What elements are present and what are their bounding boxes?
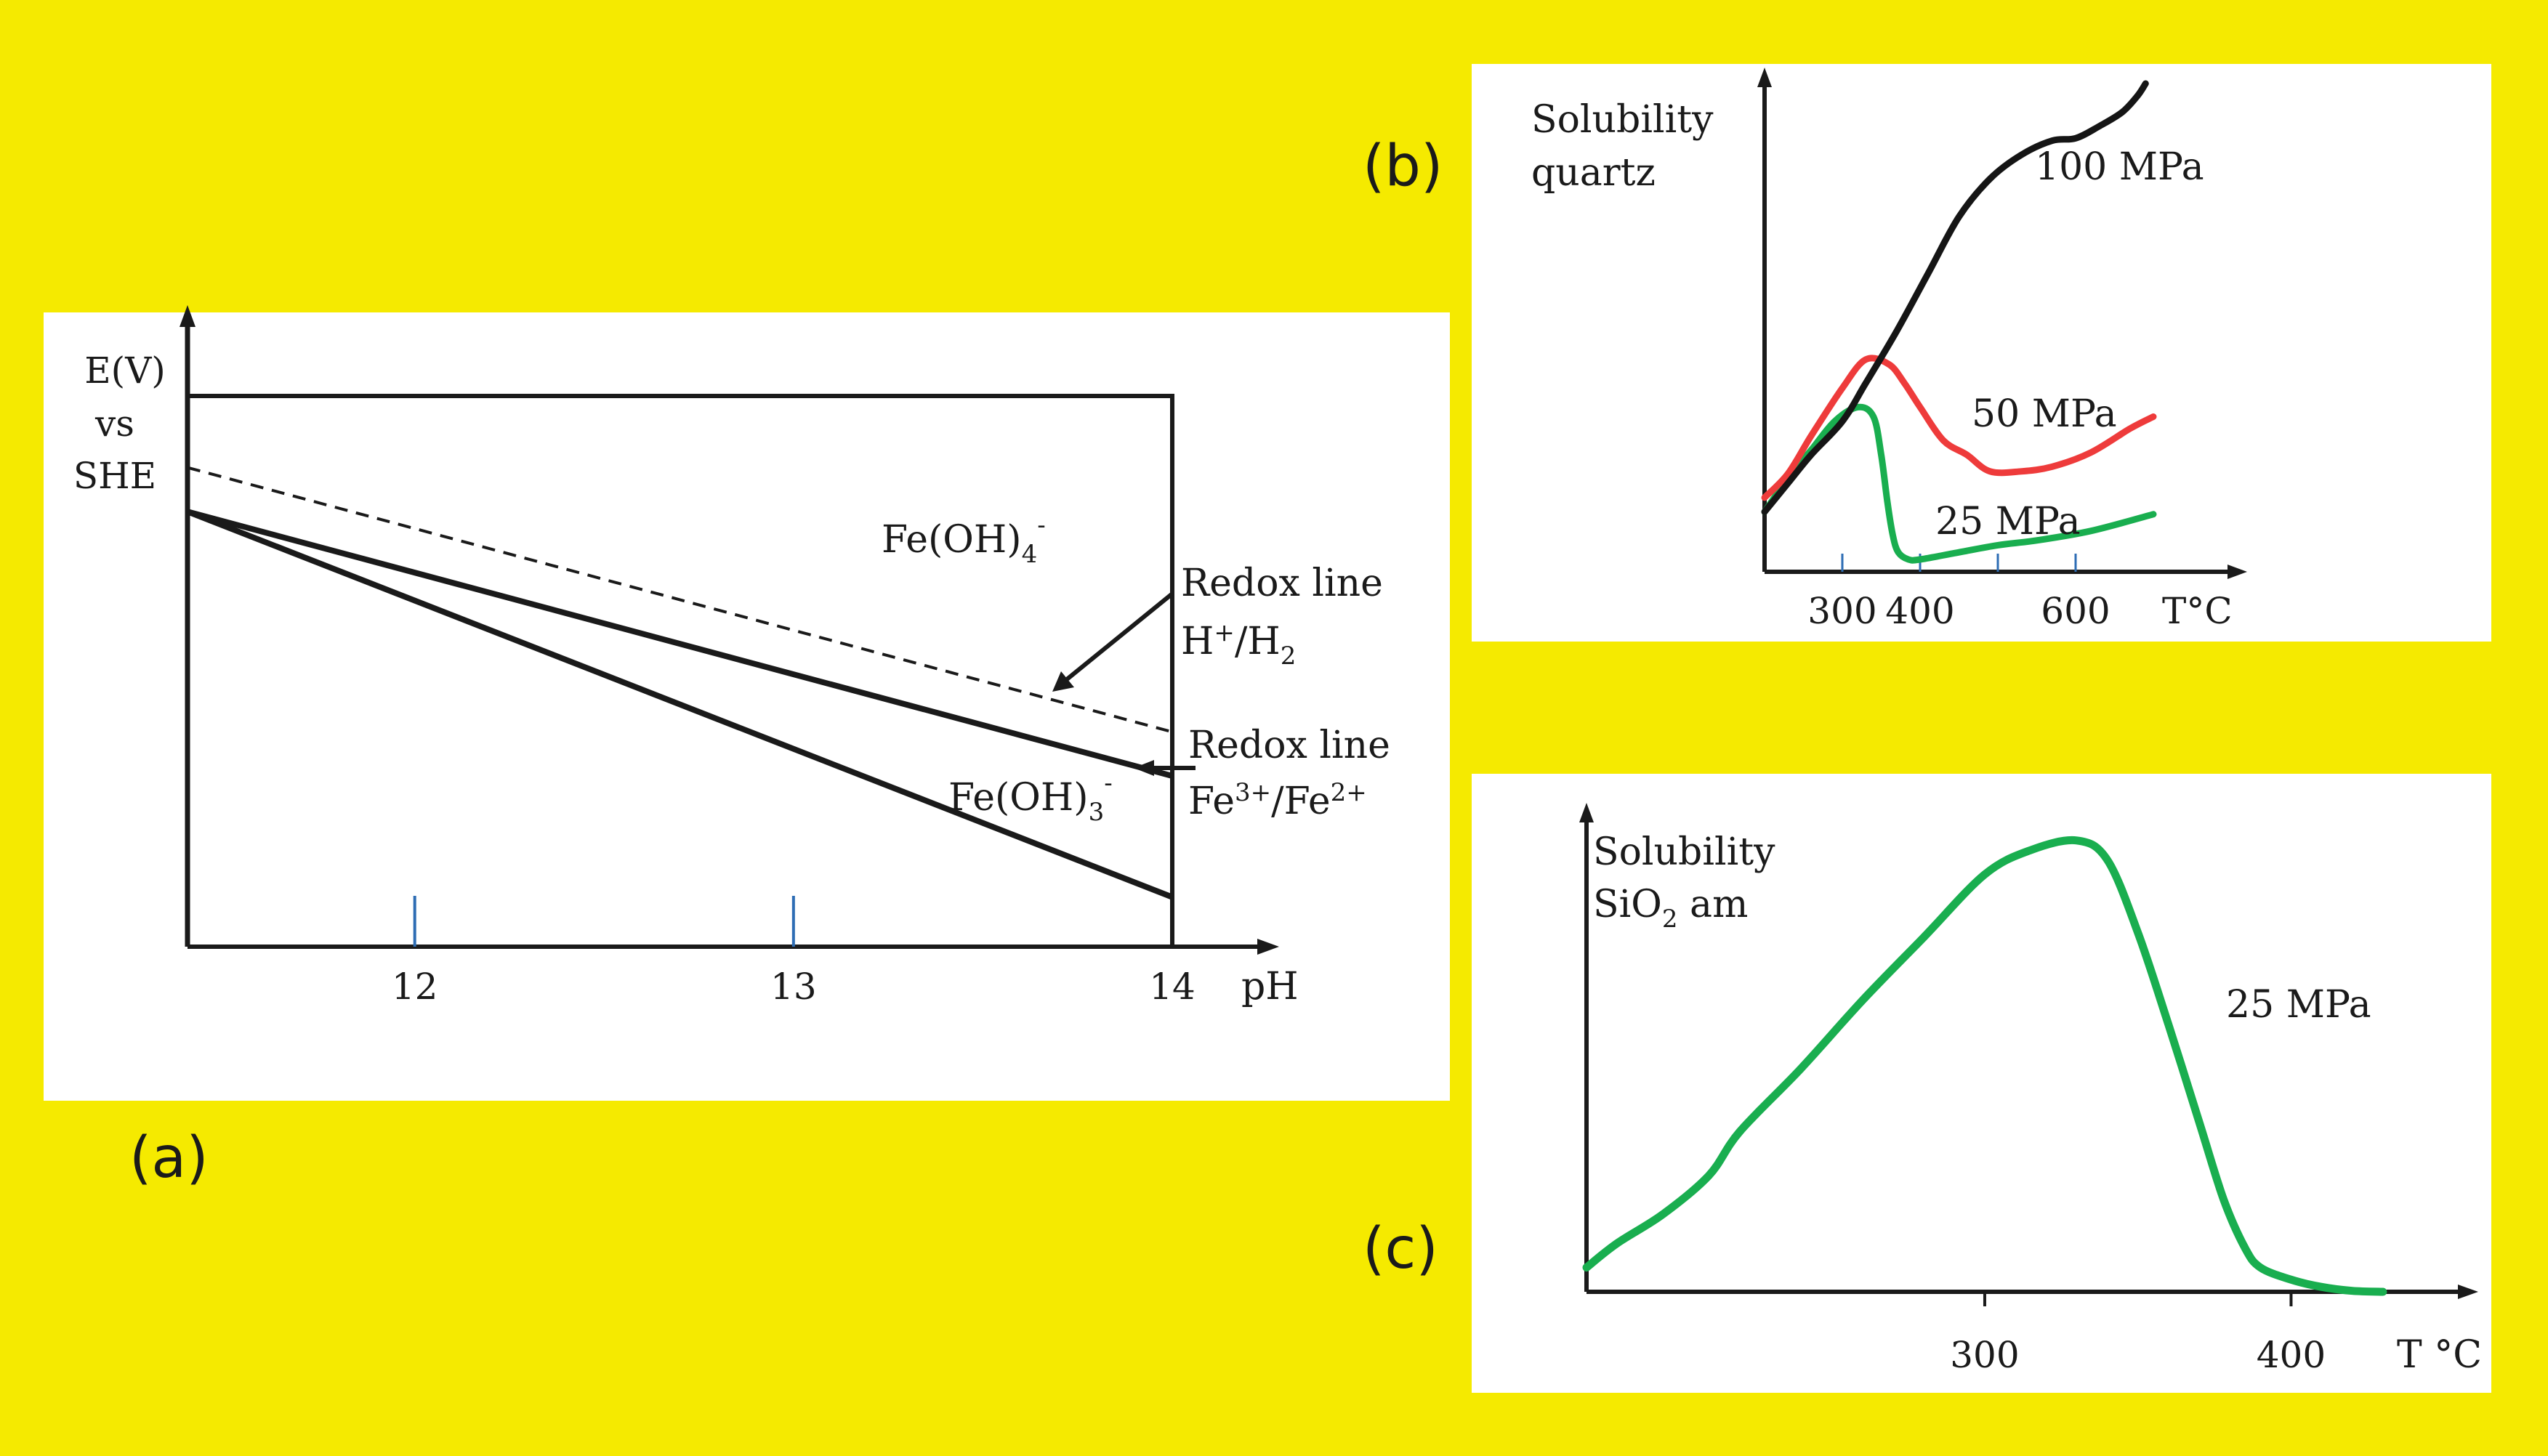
chart-c-xlabel: T °C bbox=[2397, 1333, 2482, 1377]
chart-b-xlabel: T°C bbox=[2162, 590, 2233, 632]
chart-a-line-fe-oh-3-fe-oh-4-boundary bbox=[186, 509, 1174, 900]
annotation-fe-redox-arrowhead bbox=[1134, 760, 1154, 776]
chart-b-series-labels: 100 MPa 50 MPa 25 MPa bbox=[1935, 145, 2204, 543]
chart-b-series bbox=[1761, 80, 2157, 564]
chart-a-ylabel-line3: SHE bbox=[73, 455, 156, 497]
chart-c-ylabel-sio: SiO bbox=[1593, 883, 1662, 926]
chart-a-pourbaix: 12 13 14 E(V) vs SHE pH Fe(OH)4- Fe(OH)3- … bbox=[73, 305, 1390, 1008]
annotation-fe-redox-fe: Fe bbox=[1188, 780, 1235, 823]
chart-c-ylabel-line2: SiO2 am bbox=[1593, 883, 1748, 934]
chart-a-x-axis-arrow bbox=[1257, 939, 1279, 955]
annotation-h-redox-plus: + bbox=[1214, 618, 1235, 647]
chart-a-x-tick-labels: 12 13 14 bbox=[392, 966, 1196, 1008]
chart-c-series-labels: 25 MPa bbox=[2226, 983, 2371, 1027]
annotation-h-redox-line2: H+/H2 bbox=[1181, 618, 1296, 671]
annotation-h-redox-h: H bbox=[1181, 620, 1214, 663]
region-label-fe-oh-3-base: Fe(OH) bbox=[948, 776, 1089, 820]
annotation-h-redox-line1: Redox line bbox=[1181, 562, 1383, 605]
chart-b-curve-25-mpa bbox=[1761, 403, 2157, 564]
chart-a-xlabel: pH bbox=[1241, 965, 1299, 1008]
chart-c-curve-25-mpa bbox=[1582, 836, 2387, 1296]
region-label-fe-oh-4-sup: - bbox=[1037, 511, 1046, 540]
annotation-h-redox-sub2: 2 bbox=[1281, 642, 1297, 671]
chart-c-x-tick-labels: 300 400 bbox=[1950, 1334, 2326, 1376]
chart-b-x-axis-arrow bbox=[2228, 565, 2247, 579]
chart-c-x-tick-label-400: 400 bbox=[2257, 1334, 2326, 1376]
chart-a-x-tick-label-13: 13 bbox=[770, 966, 817, 1008]
chart-a-line-redox-line-fe3-fe2 bbox=[186, 509, 1174, 779]
chart-c-series bbox=[1582, 836, 2387, 1296]
chart-a-line-redox-line-h-h2 bbox=[187, 466, 1173, 734]
chart-a-x-ticks bbox=[413, 896, 795, 947]
chart-c-x-ticks bbox=[1983, 1292, 2293, 1306]
annotation-h-redox-arrowhead bbox=[1052, 671, 1074, 692]
chart-c-x-axis-arrow bbox=[2458, 1285, 2478, 1299]
region-label-fe-oh-4-base: Fe(OH) bbox=[882, 518, 1022, 562]
panel-label-b: (b) bbox=[1363, 134, 1443, 199]
chart-a-series bbox=[186, 466, 1174, 900]
chart-c-ylabel-sub2: 2 bbox=[1662, 905, 1678, 934]
annotation-fe-redox-2plus: 2+ bbox=[1331, 778, 1367, 807]
chart-b-y-axis-arrow bbox=[1757, 68, 1772, 87]
chart-b-x-tick-label-400: 400 bbox=[1885, 590, 1954, 632]
chart-b-x-tick-label-300: 300 bbox=[1807, 590, 1876, 632]
chart-b-x-tick-labels: 300 400 600 bbox=[1807, 590, 2110, 632]
chart-b-ylabel-line2: quartz bbox=[1531, 151, 1656, 195]
annotation-fe-redox-fe2: /Fe bbox=[1271, 780, 1331, 823]
chart-b-series-label-50-mpa: 50 MPa bbox=[1972, 392, 2117, 436]
region-label-fe-oh-4-sub: 4 bbox=[1022, 540, 1038, 569]
region-label-fe-oh-3-sub: 3 bbox=[1089, 798, 1105, 827]
annotation-h-redox-h2: /H bbox=[1235, 620, 1281, 663]
chart-a-frame bbox=[188, 394, 1174, 947]
annotation-fe-redox-3plus: 3+ bbox=[1235, 778, 1271, 807]
chart-a-ylabel-line2: vs bbox=[94, 403, 134, 445]
panel-label-a: (a) bbox=[129, 1125, 209, 1191]
chart-c-series-label-25-mpa: 25 MPa bbox=[2226, 983, 2371, 1027]
chart-c-x-tick-label-300: 300 bbox=[1950, 1334, 2019, 1376]
chart-b-x-tick-label-600: 600 bbox=[2041, 590, 2110, 632]
annotation-fe-redox-line2: Fe3+/Fe2+ bbox=[1188, 778, 1367, 823]
chart-a-x-tick-label-14: 14 bbox=[1149, 966, 1196, 1008]
chart-b-ylabel-line1: Solubility bbox=[1531, 98, 1714, 142]
chart-b-quartz-solubility: 300 400 600 100 MPa 50 MPa 25 MPa Solubility… bbox=[1531, 68, 2247, 632]
chart-b-curve-50-mpa bbox=[1761, 355, 2157, 501]
chart-c-y-axis-arrow bbox=[1579, 803, 1594, 822]
panel-a-background bbox=[44, 312, 1450, 1101]
chart-c-amorphous-silica-solubility: 300 400 25 MPa Solubility SiO2 am T °C bbox=[1579, 803, 2482, 1377]
region-label-fe-oh-3: Fe(OH)3- bbox=[948, 769, 1113, 827]
chart-b-series-label-25-mpa: 25 MPa bbox=[1935, 500, 2081, 543]
region-label-fe-oh-3-sup: - bbox=[1104, 769, 1113, 798]
chart-a-ylabel-line1: E(V) bbox=[84, 349, 166, 392]
chart-c-ylabel-am: am bbox=[1678, 883, 1749, 926]
region-label-fe-oh-4: Fe(OH)4- bbox=[882, 511, 1046, 569]
chart-c-ylabel-line1: Solubility bbox=[1593, 830, 1775, 874]
annotation-fe-redox-line1: Redox line bbox=[1188, 724, 1390, 767]
annotation-h-redox-arrow-shaft bbox=[1065, 592, 1173, 682]
panel-label-c: (c) bbox=[1363, 1216, 1438, 1282]
chart-a-y-axis-arrow bbox=[180, 305, 195, 327]
chart-b-series-label-100-mpa: 100 MPa bbox=[2035, 145, 2204, 189]
chart-a-x-tick-label-12: 12 bbox=[392, 966, 438, 1008]
chart-b-curve-100-mpa bbox=[1761, 80, 2149, 515]
